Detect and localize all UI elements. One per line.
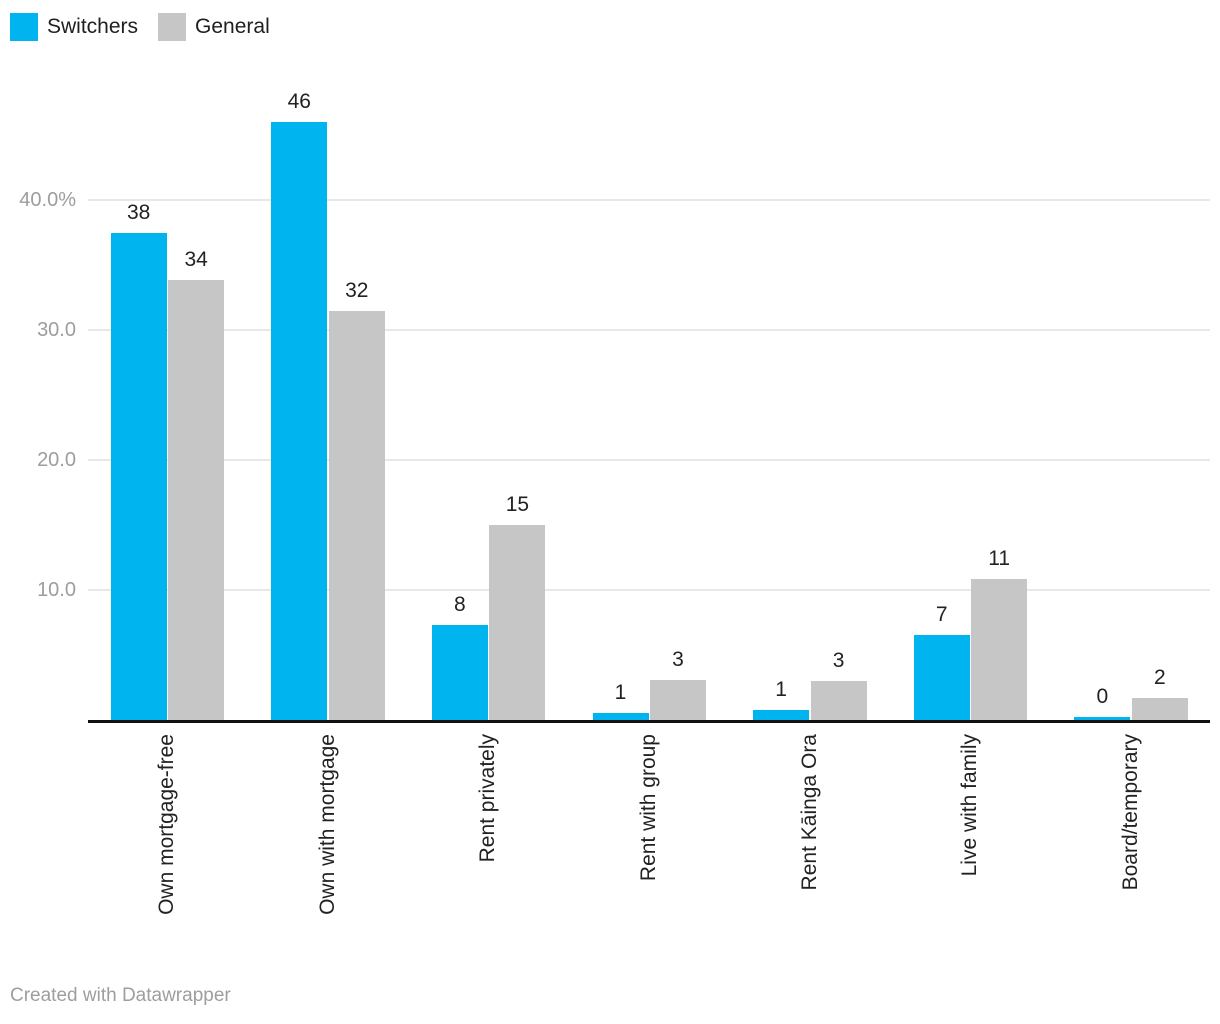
gridline (88, 198, 1210, 201)
bar-general-6 (971, 579, 1028, 720)
x-axis-category-label: Rent Kāinga Ora (795, 734, 825, 984)
value-label: 0 (1096, 684, 1109, 708)
value-label: 3 (832, 648, 845, 672)
value-label: 8 (454, 593, 466, 617)
x-axis-line (88, 720, 1210, 723)
value-label: 7 (935, 603, 948, 627)
legend-item-general: General (158, 13, 270, 41)
y-axis-tick-label: 40.0% (19, 188, 76, 211)
x-axis-category-text: Own mortgage-free (155, 734, 179, 915)
legend-swatch-general-icon (158, 13, 187, 41)
legend-item-switchers: Switchers (10, 13, 138, 41)
x-axis-category-text: Rent Kāinga Ora (797, 734, 821, 891)
x-axis-category-label: Live with family (955, 734, 985, 984)
bar-general-1 (168, 280, 225, 720)
bar-switchers-4 (592, 713, 649, 720)
value-label: 15 (505, 492, 530, 516)
bar-switchers-5 (753, 709, 810, 720)
legend: Switchers General (10, 13, 290, 41)
x-axis-category-text: Live with family (958, 734, 982, 877)
gridline (88, 458, 1210, 461)
y-axis-tick-label: 30.0 (37, 318, 76, 341)
x-axis-category-label: Rent with group (634, 734, 664, 984)
bar-switchers-6 (913, 635, 970, 720)
legend-label-switchers: Switchers (47, 15, 139, 38)
x-axis-category-label: Rent privately (473, 734, 503, 984)
value-label: 2 (1153, 665, 1166, 689)
legend-label-general: General (195, 15, 270, 38)
value-label: 46 (287, 89, 311, 113)
x-axis-category-text: Board/temporary (1118, 734, 1142, 891)
value-label: 3 (672, 647, 684, 671)
value-label: 1 (614, 681, 627, 705)
bar-switchers-7 (1074, 716, 1131, 720)
bar-switchers-3 (431, 625, 488, 720)
x-axis-category-text: Rent with group (637, 734, 660, 882)
bar-general-5 (810, 680, 867, 720)
y-axis-tick-label: 10.0 (37, 578, 76, 601)
bar-general-7 (1131, 697, 1188, 720)
x-axis-category-label: Own mortgage-free (152, 734, 182, 984)
value-label: 38 (127, 201, 151, 225)
x-axis-category-label: Own with mortgage (313, 734, 343, 984)
value-label: 1 (775, 677, 787, 701)
bar-general-2 (328, 311, 385, 720)
x-axis-category-text: Own with mortgage (315, 734, 339, 915)
credit-line: Created with Datawrapper (10, 985, 231, 1006)
gridline (88, 588, 1210, 591)
y-axis-tick-label: 20.0 (37, 448, 76, 471)
value-label: 34 (184, 248, 208, 272)
value-label: 32 (345, 279, 369, 303)
bar-switchers-1 (110, 233, 167, 720)
x-axis-category-label: Board/temporary (1116, 734, 1146, 984)
value-label: 11 (988, 547, 1011, 571)
x-axis-category-text: Rent privately (476, 734, 500, 863)
gridline (88, 328, 1210, 331)
bar-general-3 (489, 524, 546, 720)
legend-swatch-switchers-icon (10, 13, 38, 41)
bar-switchers-2 (271, 121, 328, 720)
bar-general-4 (650, 679, 706, 720)
